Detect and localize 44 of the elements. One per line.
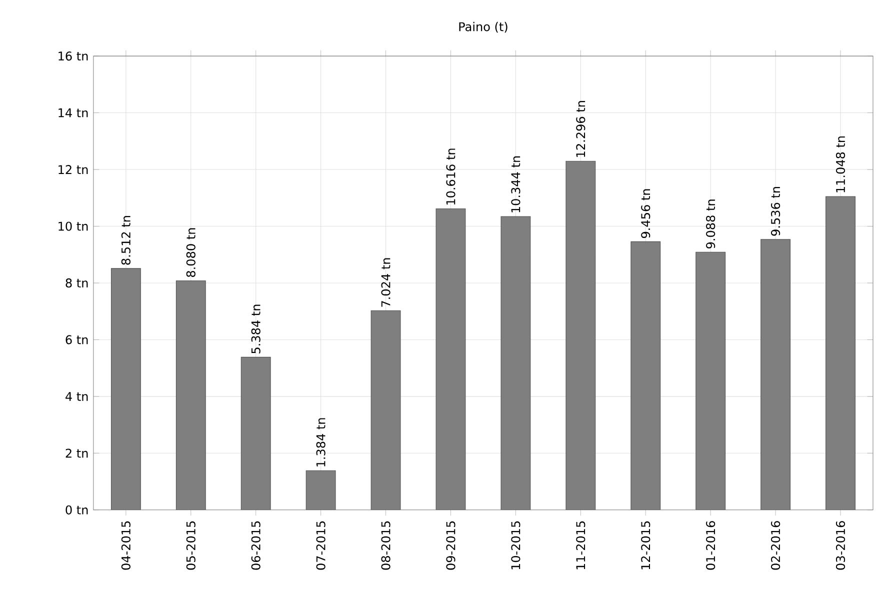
x-tick-label: 05-2015	[186, 521, 196, 570]
x-tick-label: 02-2016	[771, 520, 780, 570]
data-label: 8.080 tn	[186, 228, 196, 277]
y-tick-label: 4 tn	[66, 392, 88, 401]
y-tick-label: 2 tn	[66, 448, 88, 458]
data-label: 10.344 tn	[511, 156, 520, 212]
bar	[370, 310, 401, 510]
data-label: 10.616 tn	[446, 148, 456, 204]
bar	[306, 470, 336, 510]
bar	[760, 238, 790, 510]
chart-title: Paino (t)	[459, 22, 508, 32]
y-tick-label: 8 tn	[66, 278, 88, 288]
data-label: 1.384 tn	[316, 418, 326, 466]
data-label: 12.296 tn	[576, 100, 586, 157]
y-tick-label: 12 tn	[58, 164, 88, 174]
x-tick-label: 06-2015	[251, 521, 260, 570]
x-tick-label: 08-2015	[381, 521, 390, 570]
x-tick-label: 10-2015	[511, 521, 520, 570]
data-label: 7.024 tn	[381, 258, 390, 307]
bar	[630, 241, 661, 510]
x-tick-label: 01-2016	[706, 520, 716, 570]
x-tick-label: 11-2015	[576, 521, 586, 570]
data-label: 9.088 tn	[706, 200, 716, 248]
bar	[240, 356, 271, 510]
x-tick-label: 12-2015	[641, 521, 650, 570]
bar	[696, 252, 726, 510]
bar	[566, 160, 596, 510]
y-tick-label: 6 tn	[66, 335, 88, 344]
y-tick-label: 10 tn	[58, 222, 88, 231]
x-tick-label: 09-2015	[446, 521, 456, 570]
data-label: 9.456 tn	[641, 189, 650, 238]
bar	[436, 208, 466, 510]
y-tick-label: 14 tn	[58, 108, 88, 118]
data-label: 5.384 tn	[251, 304, 260, 354]
y-tick-label: 16 tn	[58, 51, 88, 60]
y-tick-label: 0 tn	[66, 505, 88, 514]
data-label: 9.536 tn	[771, 186, 780, 236]
x-tick-label: 04-2015	[121, 521, 130, 570]
x-tick-label: 07-2015	[316, 521, 326, 570]
bar	[500, 216, 531, 510]
data-label: 8.512 tn	[121, 216, 130, 265]
x-tick-label: 03-2016	[836, 520, 846, 570]
bar	[176, 280, 206, 510]
data-label: 11.048 tn	[836, 136, 846, 192]
